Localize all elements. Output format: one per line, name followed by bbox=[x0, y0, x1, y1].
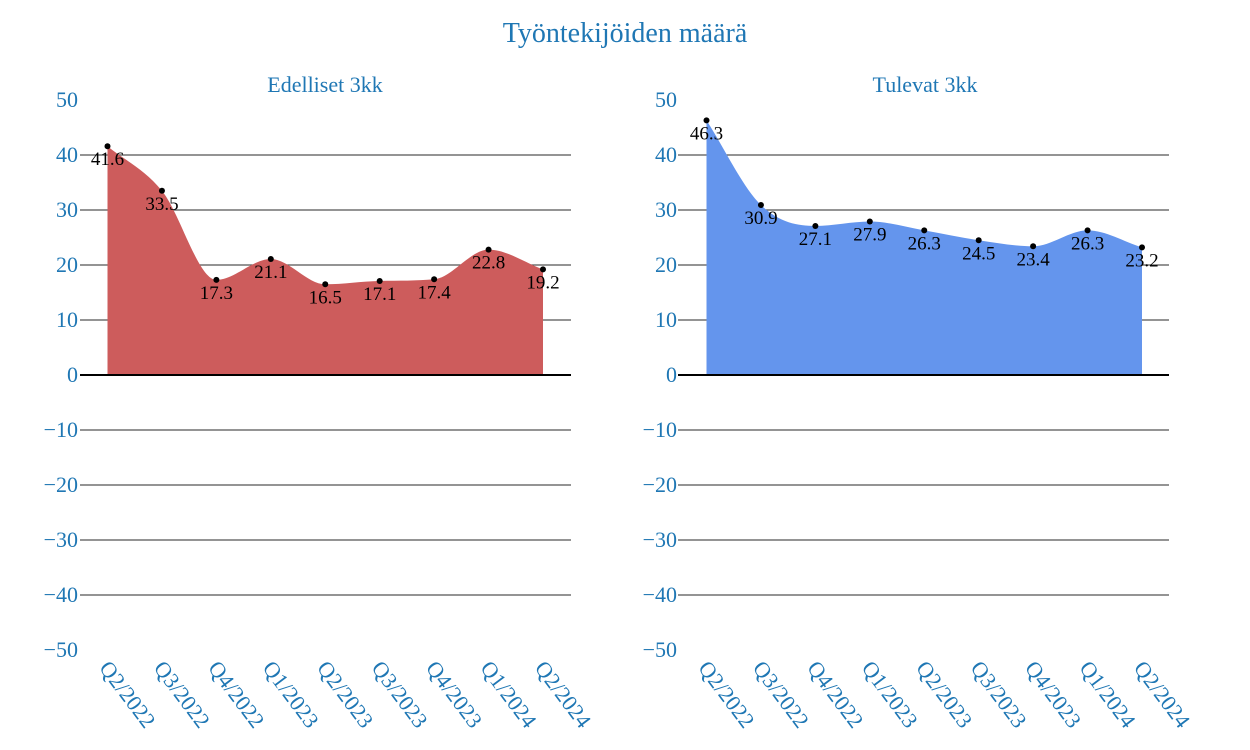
y-tick-label: −20 bbox=[44, 472, 78, 497]
x-tick-label: Q1/2023 bbox=[258, 656, 324, 733]
data-point bbox=[485, 246, 492, 253]
data-point bbox=[104, 143, 111, 150]
y-tick-label: 40 bbox=[56, 142, 78, 167]
x-tick-label: Q1/2023 bbox=[857, 656, 923, 733]
x-tick-label: Q4/2023 bbox=[421, 656, 487, 733]
data-label: 24.5 bbox=[962, 243, 995, 264]
data-point bbox=[812, 222, 819, 229]
data-point bbox=[921, 227, 928, 234]
data-label: 23.2 bbox=[1125, 250, 1158, 271]
data-point bbox=[322, 281, 329, 288]
x-tick-label: Q4/2022 bbox=[203, 656, 269, 733]
y-tick-label: −20 bbox=[643, 472, 677, 497]
x-tick-label: Q4/2022 bbox=[802, 656, 868, 733]
y-tick-label: −10 bbox=[643, 417, 677, 442]
x-tick-label: Q2/2023 bbox=[312, 656, 378, 733]
y-tick-label: −30 bbox=[643, 527, 677, 552]
x-tick-label: Q3/2023 bbox=[966, 656, 1032, 733]
panel-title: Edelliset 3kk bbox=[267, 72, 382, 97]
y-tick-label: 20 bbox=[655, 252, 677, 277]
y-tick-label: 0 bbox=[67, 362, 78, 387]
data-label: 17.3 bbox=[200, 283, 233, 304]
data-label: 46.3 bbox=[690, 123, 723, 144]
y-tick-label: 30 bbox=[56, 197, 78, 222]
data-point bbox=[1084, 227, 1091, 234]
data-label: 27.9 bbox=[853, 225, 886, 246]
y-tick-label: 20 bbox=[56, 252, 78, 277]
data-point bbox=[1030, 243, 1037, 250]
y-tick-label: 40 bbox=[655, 142, 677, 167]
data-label: 22.8 bbox=[472, 253, 505, 274]
y-tick-label: −10 bbox=[44, 417, 78, 442]
data-point bbox=[757, 202, 764, 209]
data-label: 16.5 bbox=[309, 287, 342, 308]
data-label: 26.3 bbox=[908, 233, 941, 254]
x-tick-label: Q3/2022 bbox=[149, 656, 215, 733]
x-tick-label: Q3/2023 bbox=[367, 656, 433, 733]
series-area bbox=[706, 120, 1142, 375]
data-label: 27.1 bbox=[799, 229, 832, 250]
data-label: 41.6 bbox=[91, 149, 124, 170]
data-point bbox=[267, 255, 274, 262]
chart-title: Työntekijöiden määrä bbox=[502, 18, 748, 49]
x-tick-label: Q2/2022 bbox=[95, 656, 161, 733]
x-tick-label: Q2/2024 bbox=[1129, 656, 1195, 733]
data-label: 17.1 bbox=[363, 284, 396, 305]
data-label: 21.1 bbox=[254, 262, 287, 283]
data-point bbox=[540, 266, 546, 273]
data-label: 33.5 bbox=[145, 194, 178, 215]
x-tick-label: Q2/2024 bbox=[530, 656, 596, 733]
chart-panel-2: Tulevat 3kk 50 40 30 20 10 0 −10 −20 −30 −40 −50 46.… bbox=[643, 72, 1196, 733]
x-tick-label: Q2/2022 bbox=[694, 656, 760, 733]
data-point bbox=[158, 187, 165, 194]
y-tick-label: 30 bbox=[655, 197, 677, 222]
data-point bbox=[866, 218, 873, 225]
data-point bbox=[1139, 244, 1145, 251]
x-tick-label: Q3/2022 bbox=[748, 656, 814, 733]
data-point bbox=[376, 277, 383, 284]
y-tick-label: −40 bbox=[643, 582, 677, 607]
y-tick-label: 50 bbox=[655, 87, 677, 112]
x-tick-label: Q1/2024 bbox=[1075, 656, 1141, 733]
y-tick-label: 10 bbox=[56, 307, 78, 332]
data-point bbox=[975, 237, 982, 244]
x-tick-label: Q4/2023 bbox=[1020, 656, 1086, 733]
y-tick-label: 10 bbox=[655, 307, 677, 332]
series-area bbox=[107, 146, 543, 375]
chart-panel-1: Edelliset 3kk 50 40 30 20 10 0 −10 −20 −30 −40 −50 4… bbox=[44, 72, 597, 733]
data-point bbox=[703, 117, 710, 124]
data-label: 19.2 bbox=[526, 272, 559, 293]
y-tick-label: −40 bbox=[44, 582, 78, 607]
y-tick-label: 0 bbox=[666, 362, 677, 387]
x-tick-label: Q1/2024 bbox=[476, 656, 542, 733]
x-tick-label: Q2/2023 bbox=[911, 656, 977, 733]
y-tick-label: 50 bbox=[56, 87, 78, 112]
data-point bbox=[431, 276, 438, 283]
y-tick-label: −30 bbox=[44, 527, 78, 552]
data-label: 17.4 bbox=[418, 282, 452, 303]
data-label: 23.4 bbox=[1017, 249, 1051, 270]
data-label: 26.3 bbox=[1071, 233, 1104, 254]
data-point bbox=[213, 276, 220, 283]
y-tick-label: −50 bbox=[643, 637, 677, 662]
y-tick-label: −50 bbox=[44, 637, 78, 662]
data-label: 30.9 bbox=[744, 208, 777, 229]
panel-title: Tulevat 3kk bbox=[873, 72, 978, 97]
